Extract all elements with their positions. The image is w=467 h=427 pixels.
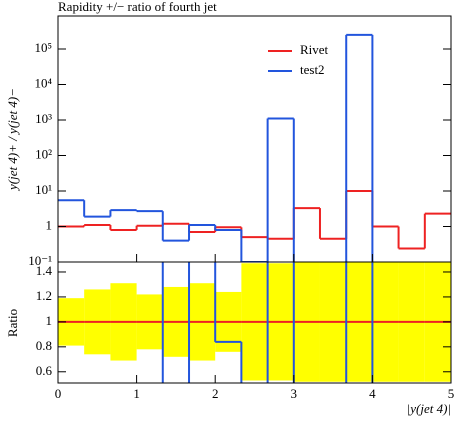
y-tick-label: 1.2 bbox=[36, 288, 52, 303]
x-tick-label: 3 bbox=[291, 386, 298, 401]
y-tick-label: 1 bbox=[46, 313, 53, 328]
ratio-axis-label: Ratio bbox=[5, 309, 20, 337]
y-tick-label: 10³ bbox=[35, 111, 52, 126]
main-frame bbox=[57, 15, 452, 263]
x-axis-label: |y(jet 4)| bbox=[407, 401, 451, 416]
plot-layer: 10⁻¹ 1 10¹ 10² 10³ 10⁴ 10⁵ Rivet test2 0.6 0.8 1 1.2… bbox=[28, 33, 455, 401]
clip-group bbox=[58, 262, 451, 383]
y-tick-label: 10¹ bbox=[35, 182, 52, 197]
chart-title: Rapidity +/− ratio of fourth jet bbox=[58, 0, 217, 14]
x-tick-label: 2 bbox=[212, 386, 219, 401]
ratio-frame bbox=[57, 261, 452, 384]
legend-label: test2 bbox=[300, 62, 325, 77]
x-tick-label: 1 bbox=[133, 386, 140, 401]
y-tick-label: 0.8 bbox=[36, 338, 52, 353]
y-axis-label: y(jet 4)+ / y(jet 4)− bbox=[5, 88, 20, 192]
y-tick-label: 1 bbox=[46, 217, 53, 232]
y-tick-label: 0.6 bbox=[36, 363, 53, 378]
x-tick-label: 5 bbox=[448, 386, 455, 401]
y-tick-label: 10⁵ bbox=[34, 40, 52, 55]
y-tick-label: 10⁴ bbox=[34, 75, 52, 90]
y-tick-label: 10² bbox=[35, 146, 52, 161]
x-tick-label: 4 bbox=[369, 386, 376, 401]
y-tick-label: 1.4 bbox=[36, 263, 53, 278]
x-tick-label: 0 bbox=[55, 386, 62, 401]
y-tick-label: 10⁻¹ bbox=[28, 253, 52, 268]
clip-group bbox=[58, 33, 451, 262]
legend-label: Rivet bbox=[300, 42, 329, 57]
